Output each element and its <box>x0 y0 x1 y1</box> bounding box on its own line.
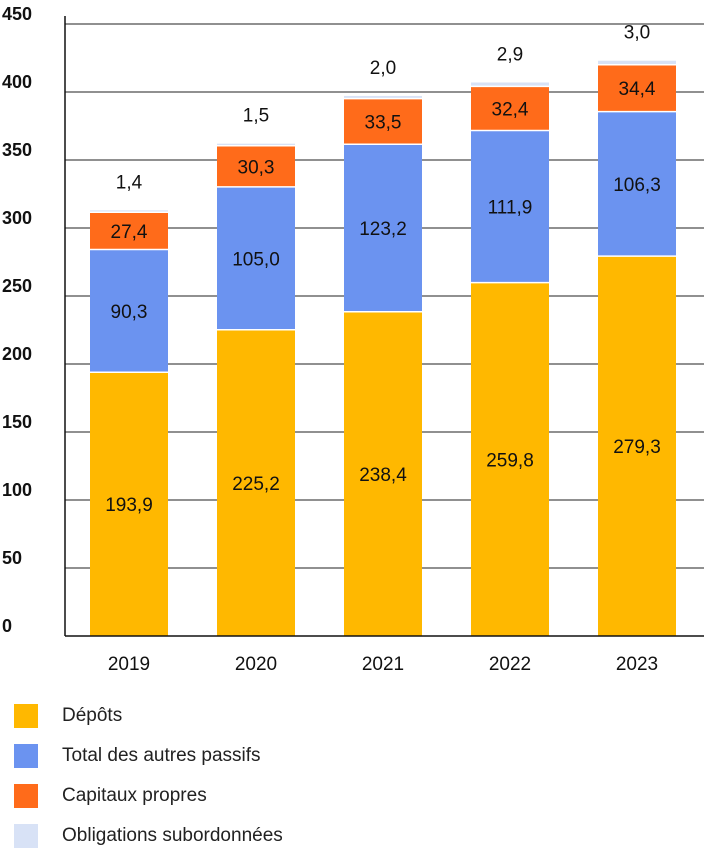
bar-segment <box>344 98 422 145</box>
bar-segment <box>471 82 549 87</box>
y-tick-label: 150 <box>2 412 32 432</box>
x-tick-label: 2023 <box>616 654 658 675</box>
y-tick-label: 300 <box>2 208 32 228</box>
data-label: 279,3 <box>613 437 661 458</box>
legend-item: Capitaux propres <box>14 783 283 809</box>
bar-segment <box>90 249 168 373</box>
bar-segment <box>90 372 168 636</box>
data-label: 34,4 <box>619 79 656 100</box>
legend-item: Dépôts <box>14 703 283 729</box>
data-label: 3,0 <box>624 23 650 44</box>
x-tick-label: 2022 <box>489 654 531 675</box>
data-label: 33,5 <box>365 112 402 133</box>
bar-segment <box>344 144 422 312</box>
bar-segment <box>344 95 422 99</box>
legend-swatch <box>14 784 38 808</box>
legend-swatch <box>14 744 38 768</box>
data-label: 238,4 <box>359 465 407 486</box>
data-label: 30,3 <box>238 157 275 178</box>
y-tick-label: 250 <box>2 276 32 296</box>
y-tick-label: 200 <box>2 344 32 364</box>
x-tick-label: 2021 <box>362 654 404 675</box>
data-label: 105,0 <box>232 249 280 270</box>
bar-segment <box>598 64 676 112</box>
legend-swatch <box>14 704 38 728</box>
y-tick-label: 350 <box>2 140 32 160</box>
data-label: 111,9 <box>488 198 533 219</box>
bar-segment <box>217 329 295 636</box>
legend-label: Dépôts <box>62 705 123 726</box>
data-label: 32,4 <box>492 99 529 120</box>
bar-segment <box>598 256 676 636</box>
x-tick-label: 2019 <box>108 654 150 675</box>
y-tick-label: 100 <box>2 480 32 500</box>
bar-segment <box>471 130 549 283</box>
y-tick-label: 50 <box>2 548 22 568</box>
bar-segment <box>90 212 168 250</box>
legend-label: Capitaux propres <box>62 785 207 806</box>
data-label: 259,8 <box>486 450 534 471</box>
data-label: 123,2 <box>359 219 407 240</box>
data-label: 1,4 <box>116 172 143 193</box>
bar-segment <box>217 145 295 187</box>
legend-item: Obligations subordonnées <box>14 823 283 849</box>
bar-segment <box>217 143 295 146</box>
legend-label: Obligations subordonnées <box>62 825 283 846</box>
data-label: 225,2 <box>232 474 280 495</box>
legend-item: Total des autres passifs <box>14 743 283 769</box>
legend-label: Total des autres passifs <box>62 745 261 766</box>
bar-segment <box>344 311 422 636</box>
data-label: 27,4 <box>111 222 148 243</box>
y-tick-label: 0 <box>2 616 12 636</box>
bar-segment <box>90 210 168 213</box>
bar-segment <box>598 60 676 65</box>
y-tick-label: 400 <box>2 72 32 92</box>
data-label: 193,9 <box>105 495 153 516</box>
data-label: 2,0 <box>370 58 396 79</box>
bar-segment <box>471 282 549 636</box>
data-label: 106,3 <box>613 175 661 196</box>
x-tick-label: 2020 <box>235 654 277 675</box>
bar-segment <box>217 186 295 330</box>
data-label: 90,3 <box>111 302 148 323</box>
legend-swatch <box>14 824 38 848</box>
bar-segment <box>598 111 676 257</box>
data-label: 1,5 <box>243 106 269 127</box>
y-tick-label: 450 <box>2 4 32 24</box>
data-label: 2,9 <box>497 44 523 65</box>
bar-segment <box>471 86 549 131</box>
stacked-bar-chart: 0 50 100 150 200 250 300 350 400 450 193,9 90,3 27,4… <box>2 4 704 675</box>
chart-legend: Dépôts Total des autres passifs Capitaux p… <box>14 703 283 863</box>
